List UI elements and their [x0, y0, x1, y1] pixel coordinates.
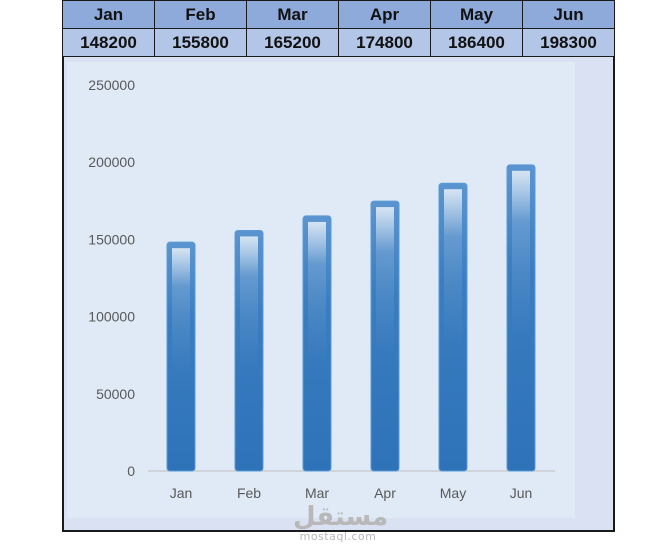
watermark-logo-text: مستقل — [293, 502, 389, 532]
table-value-row: 148200 155800 165200 174800 186400 19830… — [62, 28, 615, 57]
y-tick-label: 0 — [127, 463, 135, 479]
bar-apr — [370, 200, 400, 472]
header-cell-may: May — [430, 0, 523, 29]
bar-jun — [506, 164, 536, 472]
header-cell-apr: Apr — [338, 0, 431, 29]
header-cell-feb: Feb — [154, 0, 247, 29]
value-cell-may: 186400 — [430, 28, 523, 57]
x-tick-label: May — [440, 485, 466, 501]
header-cell-jun: Jun — [522, 0, 615, 29]
bar-feb — [234, 229, 264, 472]
watermark-site: mostaql.com — [299, 530, 377, 543]
bar-highlight — [444, 189, 462, 348]
data-table: Jan Feb Mar Apr May Jun 148200 155800 16… — [62, 0, 615, 57]
bar-jan — [166, 241, 196, 472]
y-tick-label: 250000 — [88, 77, 135, 93]
x-tick-label: Jan — [170, 485, 193, 501]
header-cell-mar: Mar — [246, 0, 339, 29]
bar-mar — [302, 215, 332, 472]
bar-highlight — [172, 248, 190, 375]
bar-highlight — [512, 170, 530, 340]
x-tick-label: Feb — [237, 485, 261, 501]
value-cell-apr: 174800 — [338, 28, 431, 57]
x-tick-label: Jun — [510, 485, 533, 501]
bar-highlight — [376, 207, 394, 356]
x-axis-ticks: Jan Feb Mar Apr May Jun — [170, 485, 533, 501]
x-tick-label: Apr — [374, 485, 396, 501]
value-cell-mar: 165200 — [246, 28, 339, 57]
bar-highlight — [308, 221, 326, 363]
y-tick-label: 100000 — [88, 309, 135, 325]
y-tick-label: 150000 — [88, 231, 135, 247]
bar-highlight — [240, 236, 258, 369]
value-cell-feb: 155800 — [154, 28, 247, 57]
y-tick-label: 50000 — [96, 386, 135, 402]
table-header-row: Jan Feb Mar Apr May Jun — [62, 0, 615, 29]
bars-group — [166, 164, 536, 472]
bar-may — [438, 182, 468, 472]
watermark: مستقل mostaql.com — [293, 502, 389, 545]
y-axis-ticks: 0 50000 100000 150000 200000 250000 — [88, 77, 135, 479]
header-cell-jan: Jan — [62, 0, 155, 29]
y-tick-label: 200000 — [88, 154, 135, 170]
value-cell-jun: 198300 — [522, 28, 615, 57]
value-cell-jan: 148200 — [62, 28, 155, 57]
x-tick-label: Mar — [305, 485, 329, 501]
